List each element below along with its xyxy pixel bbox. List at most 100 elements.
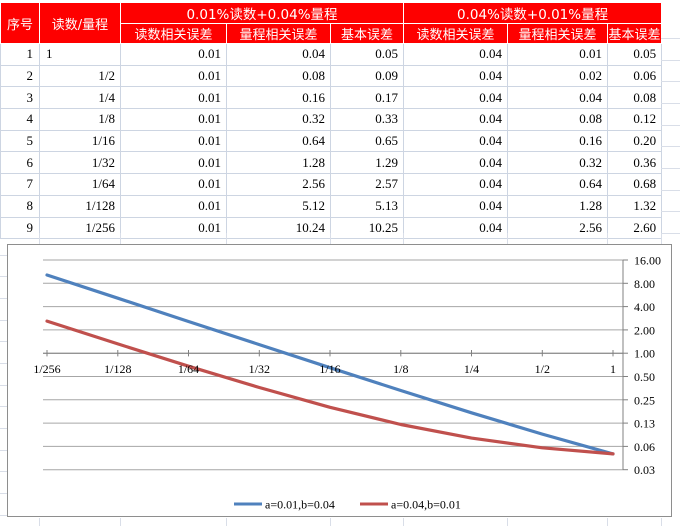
cell-r7c3[interactable]: 0.01 [120, 173, 227, 196]
sheet-gridline [661, 233, 680, 234]
sheet-gridline [39, 518, 40, 526]
cell-r3c6[interactable]: 0.04 [403, 86, 509, 110]
cell-r8c2[interactable]: 1/128 [39, 194, 121, 218]
cell-r3c7[interactable]: 0.04 [507, 86, 609, 110]
cell-r6c6[interactable]: 0.04 [403, 151, 509, 175]
cell-r8c4[interactable]: 5.12 [226, 194, 331, 218]
col-header-reading-error-2[interactable]: 读数相关误差 [403, 23, 509, 44]
y-axis-label: 0.03 [634, 463, 655, 477]
cell-r3c3[interactable]: 0.01 [120, 86, 227, 110]
cell-r2c2[interactable]: 1/2 [39, 64, 121, 88]
legend-label-1[interactable]: a=0.04,b=0.01 [391, 498, 461, 512]
cell-r2c4[interactable]: 0.08 [226, 64, 331, 88]
cell-r9c3[interactable]: 0.01 [120, 216, 227, 240]
col-header-range-error-2[interactable]: 量程相关误差 [507, 23, 609, 44]
cell-r1c2[interactable]: 1 [39, 43, 121, 66]
cell-r2c1[interactable]: 2 [0, 64, 40, 88]
cell-r9c7[interactable]: 2.56 [507, 216, 609, 240]
cell-r3c8[interactable]: 0.08 [607, 86, 663, 110]
cell-r7c5[interactable]: 2.57 [329, 173, 405, 196]
col-header-basic-error-1[interactable]: 基本误差 [329, 23, 405, 44]
cell-r1c5[interactable]: 0.05 [329, 43, 405, 66]
cell-r9c8[interactable]: 2.60 [607, 216, 663, 240]
cell-r6c8[interactable]: 0.36 [607, 151, 663, 175]
cell-r6c5[interactable]: 1.29 [329, 151, 405, 175]
cell-r7c6[interactable]: 0.04 [403, 173, 509, 196]
y-axis-label: 0.50 [634, 370, 655, 384]
cell-r1c3[interactable]: 0.01 [120, 43, 227, 66]
cell-r1c7[interactable]: 0.01 [507, 43, 609, 66]
cell-r2c8[interactable]: 0.06 [607, 64, 663, 88]
cell-r3c5[interactable]: 0.17 [329, 86, 405, 110]
cell-r3c1[interactable]: 3 [0, 86, 40, 110]
cell-r4c2[interactable]: 1/8 [39, 108, 121, 131]
embedded-line-chart[interactable]: 1/256 1/128 1/64 1/32 1/16 1/8 1/4 1/2 1 16.00 8.0… [7, 244, 672, 517]
cell-r5c2[interactable]: 1/16 [39, 129, 121, 153]
cell-r5c6[interactable]: 0.04 [403, 129, 509, 153]
col-header-group2[interactable]: 0.04%读数+0.01%量程 [403, 2, 663, 24]
cell-r6c2[interactable]: 1/32 [39, 151, 121, 175]
sheet-gridline [0, 515, 7, 516]
cell-r1c1[interactable]: 1 [0, 43, 40, 66]
sheet-gridline [226, 518, 227, 526]
col-header-ratio[interactable]: 读数/量程 [39, 2, 121, 44]
cell-r1c8[interactable]: 0.05 [607, 43, 663, 66]
cell-r4c7[interactable]: 0.08 [507, 108, 609, 131]
cell-r5c3[interactable]: 0.01 [120, 129, 227, 153]
chart-canvas: 1/256 1/128 1/64 1/32 1/16 1/8 1/4 1/2 1 16.00 8.0… [33, 254, 661, 512]
cell-r9c6[interactable]: 0.04 [403, 216, 509, 240]
cell-r8c6[interactable]: 0.04 [403, 194, 509, 218]
cell-r3c4[interactable]: 0.16 [226, 86, 331, 110]
cell-r4c4[interactable]: 0.32 [226, 108, 331, 131]
cell-r3c2[interactable]: 1/4 [39, 86, 121, 110]
cell-r4c5[interactable]: 0.33 [329, 108, 405, 131]
cell-r4c6[interactable]: 0.04 [403, 108, 509, 131]
cell-r7c1[interactable]: 7 [0, 173, 40, 196]
cell-r9c1[interactable]: 9 [0, 216, 40, 240]
sheet-gridline [330, 233, 331, 244]
sheet-gridline [661, 125, 680, 126]
cell-r7c7[interactable]: 0.64 [507, 173, 609, 196]
cell-r7c2[interactable]: 1/64 [39, 173, 121, 196]
cell-r4c3[interactable]: 0.01 [120, 108, 227, 131]
cell-r5c7[interactable]: 0.16 [507, 129, 609, 153]
cell-r7c4[interactable]: 2.56 [226, 173, 331, 196]
cell-r8c1[interactable]: 8 [0, 194, 40, 218]
cell-r6c4[interactable]: 1.28 [226, 151, 331, 175]
cell-r8c7[interactable]: 1.28 [507, 194, 609, 218]
sheet-gridline [0, 298, 7, 299]
cell-r2c5[interactable]: 0.09 [329, 64, 405, 88]
cell-r8c5[interactable]: 5.13 [329, 194, 405, 218]
sheet-gridline [0, 471, 7, 472]
cell-r6c7[interactable]: 0.32 [507, 151, 609, 175]
col-header-seq[interactable]: 序号 [0, 2, 40, 44]
col-header-reading-error-1[interactable]: 读数相关误差 [120, 23, 227, 44]
cell-r6c3[interactable]: 0.01 [120, 151, 227, 175]
cell-r5c5[interactable]: 0.65 [329, 129, 405, 153]
cell-r5c1[interactable]: 5 [0, 129, 40, 153]
cell-r9c2[interactable]: 1/256 [39, 216, 121, 240]
cell-r7c8[interactable]: 0.68 [607, 173, 663, 196]
cell-r5c8[interactable]: 0.20 [607, 129, 663, 153]
sheet-gridline [0, 406, 7, 407]
sheet-gridline [226, 233, 227, 244]
cell-r2c6[interactable]: 0.04 [403, 64, 509, 88]
table-row: 4 1/8 0.01 0.32 0.33 0.04 0.08 0.12 [0, 108, 663, 131]
cell-r8c8[interactable]: 1.32 [607, 194, 663, 218]
cell-r4c1[interactable]: 4 [0, 108, 40, 131]
cell-r2c3[interactable]: 0.01 [120, 64, 227, 88]
cell-r6c1[interactable]: 6 [0, 151, 40, 175]
sheet-gridline [403, 518, 404, 526]
legend-label-0[interactable]: a=0.01,b=0.04 [265, 498, 335, 512]
cell-r1c4[interactable]: 0.04 [226, 43, 331, 66]
cell-r9c4[interactable]: 10.24 [226, 216, 331, 240]
col-header-basic-error-2[interactable]: 基本误差 [607, 23, 663, 44]
cell-r8c3[interactable]: 0.01 [120, 194, 227, 218]
col-header-group1[interactable]: 0.01%读数+0.04%量程 [119, 2, 405, 24]
cell-r5c4[interactable]: 0.64 [226, 129, 331, 153]
cell-r2c7[interactable]: 0.02 [507, 64, 609, 88]
cell-r4c8[interactable]: 0.12 [607, 108, 663, 131]
cell-r9c5[interactable]: 10.25 [329, 216, 405, 240]
col-header-range-error-1[interactable]: 量程相关误差 [226, 23, 331, 44]
cell-r1c6[interactable]: 0.04 [403, 43, 509, 66]
